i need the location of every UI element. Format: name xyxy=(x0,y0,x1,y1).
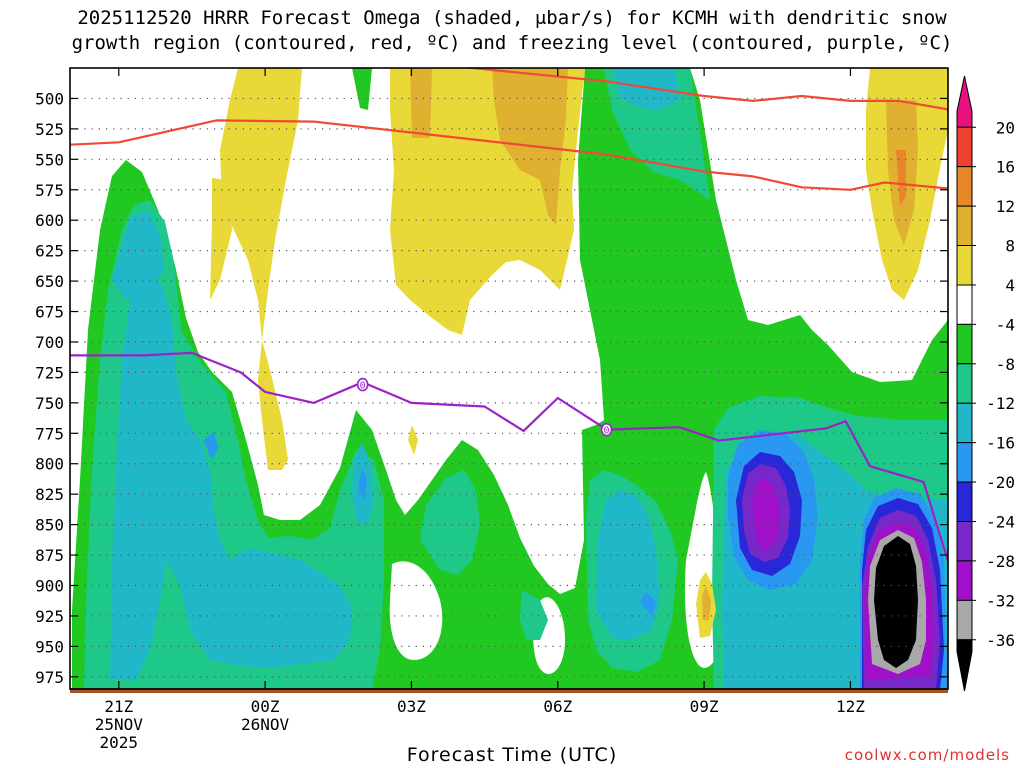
colorbar-label: 16 xyxy=(996,158,1015,177)
contour-label-text: 0 xyxy=(360,381,366,392)
y-tick-label: 500 xyxy=(35,89,64,108)
colorbar-swatch xyxy=(956,599,973,641)
x-tick-sublabel: 2025 xyxy=(100,733,139,752)
colorbar-swatch xyxy=(956,560,973,601)
y-tick-label: 575 xyxy=(35,181,64,200)
colorbar-label: -8 xyxy=(996,355,1015,374)
contour-label-bubble xyxy=(600,422,613,437)
plot-frame xyxy=(69,67,949,690)
y-tick-label: 875 xyxy=(35,546,64,565)
title-line-1: 2025112520 HRRR Forecast Omega (shaded, … xyxy=(77,7,947,29)
colorbar-label: -20 xyxy=(986,473,1015,492)
y-tick-label: 750 xyxy=(35,394,64,413)
colorbar-label: 20 xyxy=(996,118,1015,137)
colorbar-swatch xyxy=(956,166,973,207)
colorbar-swatch xyxy=(956,284,973,325)
y-tick-label: 600 xyxy=(35,211,64,230)
contour-line xyxy=(70,119,948,191)
colorbar-swatch xyxy=(956,245,973,286)
colorbar-swatch xyxy=(956,481,973,522)
x-tick-label: 06Z xyxy=(543,697,572,716)
y-tick-label: 800 xyxy=(35,455,64,474)
y-tick-label: 675 xyxy=(35,303,64,322)
colorbar-swatch xyxy=(956,442,973,483)
title-line-2: growth region (contoured, red, ºC) and f… xyxy=(71,32,953,54)
y-tick-label: 925 xyxy=(35,607,64,626)
colorbar-swatch xyxy=(956,126,973,168)
y-tick-label: 700 xyxy=(35,333,64,352)
x-tick-label: 09Z xyxy=(690,697,719,716)
x-tick-sublabel: 25NOV xyxy=(95,715,144,734)
contour-label-text: 0 xyxy=(604,426,610,437)
colorbar-label: -12 xyxy=(986,394,1015,413)
y-tick-label: 975 xyxy=(35,668,64,687)
chart-title: 2025112520 HRRR Forecast Omega (shaded, … xyxy=(0,6,1024,56)
colorbar-swatch xyxy=(956,75,973,128)
colorbar-label: 4 xyxy=(1005,276,1015,295)
colorbar-label: -36 xyxy=(986,631,1015,650)
y-tick-label: 900 xyxy=(35,577,64,596)
contour-labels: 00 xyxy=(356,377,613,437)
x-axis-label: Forecast Time (UTC) xyxy=(406,744,618,766)
contour-line xyxy=(70,351,948,562)
colorbar-label: -32 xyxy=(986,591,1015,610)
x-tick-label: 12Z xyxy=(836,697,865,716)
source-credit[interactable]: coolwx.com/models xyxy=(844,746,1010,764)
y-tick-label: 725 xyxy=(35,363,64,382)
colorbar-swatch xyxy=(956,639,973,692)
y-tick-label: 825 xyxy=(35,485,64,504)
y-tick-label: 950 xyxy=(35,637,64,656)
colorbar-label: 12 xyxy=(996,197,1015,216)
colorbar-label: -16 xyxy=(986,434,1015,453)
y-tick-label: 850 xyxy=(35,516,64,535)
colorbar-label: -24 xyxy=(986,512,1015,531)
y-tick-label: 550 xyxy=(35,150,64,169)
colorbar: 20 16 12 8 4 -4 -8 -12 -16 -20 -24 -28 -32 -36 xyxy=(956,75,1015,692)
contour-label-bubble xyxy=(356,377,369,392)
contour-line xyxy=(461,68,948,111)
temperature-contours xyxy=(70,68,948,562)
x-tick-label: 21Z xyxy=(104,697,133,716)
colorbar-swatch xyxy=(956,402,973,444)
x-tick-sublabel: 26NOV xyxy=(241,715,290,734)
colorbar-swatch xyxy=(956,205,973,247)
y-tick-label: 775 xyxy=(35,424,64,443)
y-tick-label: 650 xyxy=(35,272,64,291)
ground-strip xyxy=(70,688,948,693)
omega-shading xyxy=(72,68,948,689)
y-tick-label: 525 xyxy=(35,120,64,139)
colorbar-label: -28 xyxy=(986,552,1015,571)
colorbar-label: -4 xyxy=(996,315,1015,334)
colorbar-label: 8 xyxy=(1005,237,1015,256)
x-tick-label: 00Z xyxy=(251,697,280,716)
colorbar-swatch xyxy=(956,323,973,365)
colorbar-swatch xyxy=(956,520,973,562)
y-tick-label: 625 xyxy=(35,242,64,261)
colorbar-swatch xyxy=(956,363,973,404)
y-axis: 500 525 550 575 600 625 650 675 700 725 750 775 800 8… xyxy=(35,89,948,687)
x-tick-label: 03Z xyxy=(397,697,426,716)
